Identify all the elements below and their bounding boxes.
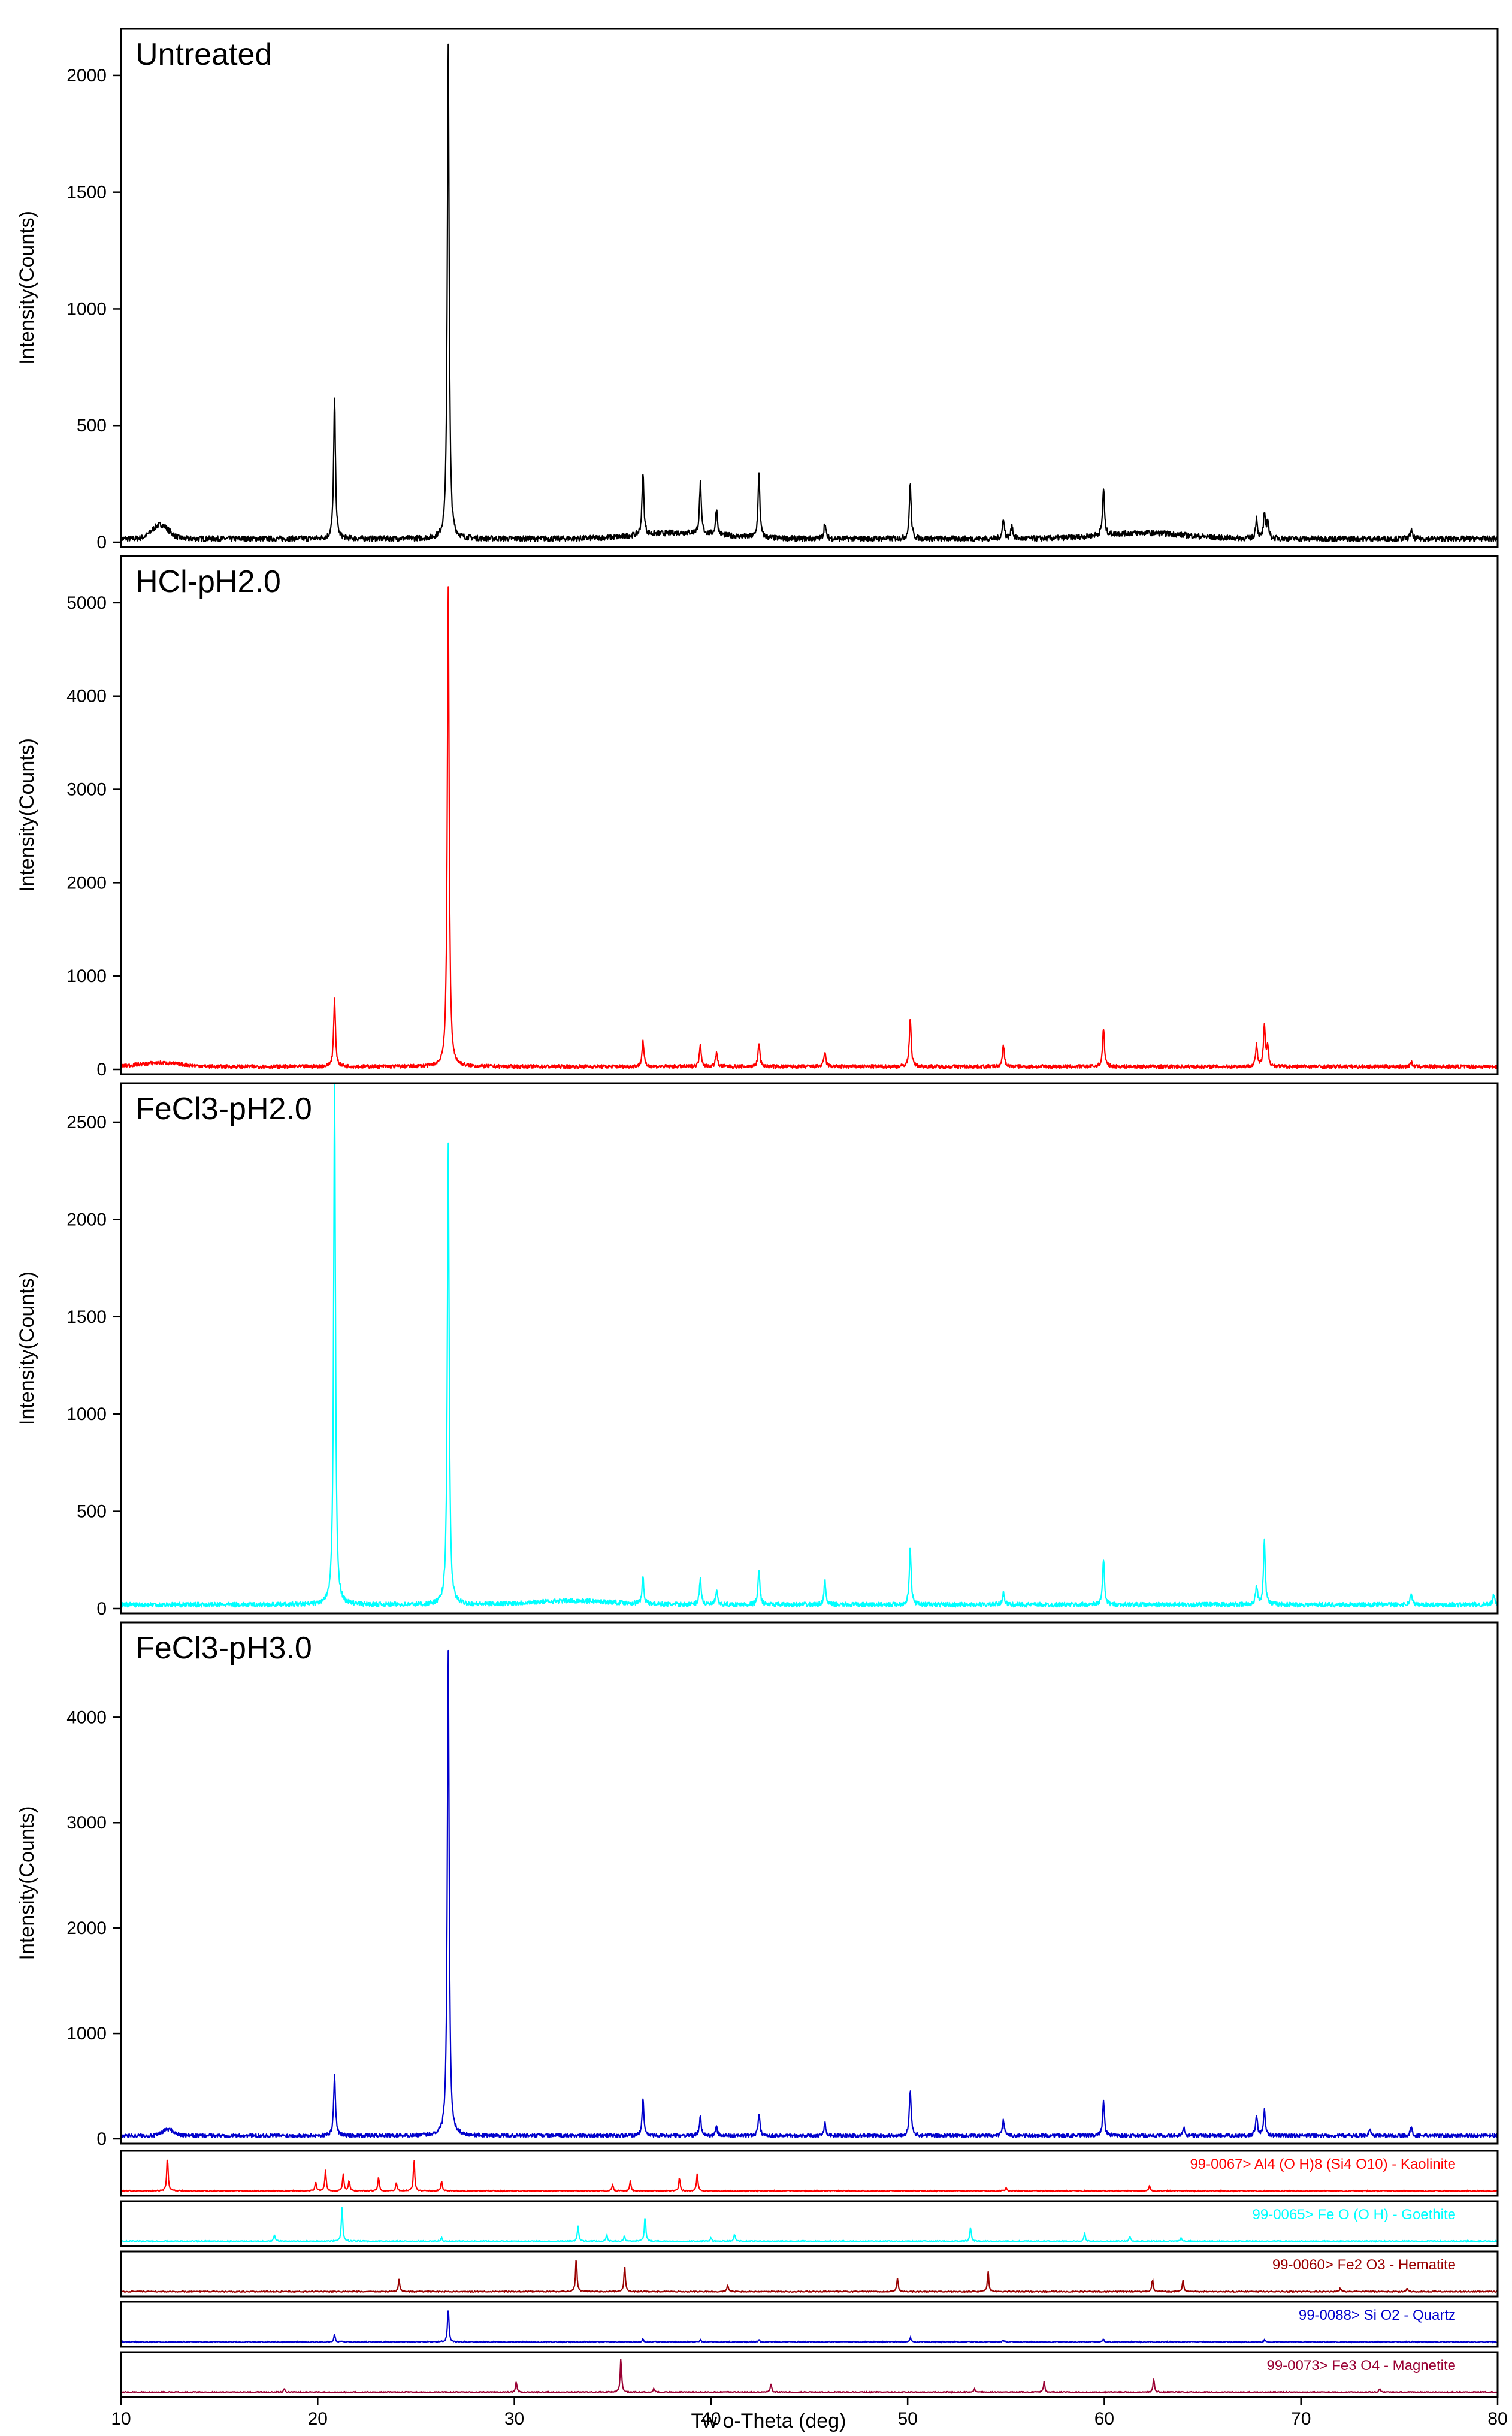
panel-title: FeCl3-pH3.0 [135, 1631, 312, 1666]
x-axis-title: Tw o-Theta (deg) [691, 2410, 846, 2432]
series-line [120, 43, 1499, 542]
xrd-panel-2: 0 1000 2000 3000 4000 5000 Intensity(Counts) HC… [16, 555, 1499, 1080]
y-tick-label: 1000 [66, 966, 107, 986]
x-tick-label: 40 [701, 2409, 721, 2429]
reference-frame [120, 2150, 1499, 2197]
panel-title: Untreated [135, 37, 272, 72]
x-tick-label: 70 [1291, 2409, 1311, 2429]
y-tick-label: 0 [96, 1060, 107, 1080]
y-tick-label: 0 [96, 1599, 107, 1619]
y-tick-label: 2000 [66, 873, 107, 893]
reference-panel-2: 99-0065> Fe O (O H) - Goethite [120, 2200, 1499, 2247]
xrd-panel-4: 0 1000 2000 3000 4000 Intensity(Counts) FeCl3-… [16, 1621, 1499, 2149]
y-tick-label: 0 [96, 2129, 107, 2149]
y-tick-label: 2000 [66, 1210, 107, 1229]
y-axis-title: Intensity(Counts) [16, 1271, 38, 1425]
reference-pattern-line [120, 2159, 1498, 2193]
y-tick-label: 4000 [66, 1707, 107, 1727]
panel-title: FeCl3-pH2.0 [135, 1092, 312, 1126]
series-line [120, 1649, 1499, 2138]
reference-label: 99-0067> Al4 (O H)8 (Si4 O10) - Kaolinit… [1190, 2156, 1456, 2172]
x-tick-label: 80 [1487, 2409, 1507, 2429]
plot-frame [120, 1082, 1499, 1615]
x-tick-label: 60 [1094, 2409, 1114, 2429]
reference-pattern-line [120, 2359, 1498, 2394]
plot-frame [120, 28, 1499, 548]
series-line [120, 1082, 1499, 1608]
y-tick-label: 4000 [66, 687, 107, 706]
y-tick-label: 5000 [66, 593, 107, 613]
plot-frame [120, 555, 1499, 1075]
reference-pattern-panels: 99-0067> Al4 (O H)8 (Si4 O10) - Kaolinit… [120, 2150, 1499, 2398]
x-tick-label: 50 [897, 2409, 917, 2429]
reference-frame [120, 2250, 1499, 2298]
y-tick-label: 0 [96, 533, 107, 552]
y-axis-title: Intensity(Counts) [16, 738, 38, 892]
x-tick-label: 20 [308, 2409, 328, 2429]
reference-panel-4: 99-0088> Si O2 - Quartz [120, 2301, 1499, 2348]
y-tick-label: 2500 [66, 1113, 107, 1132]
reference-frame [120, 2200, 1499, 2247]
panel-title: HCl-pH2.0 [135, 564, 281, 599]
reference-label: 99-0060> Fe2 O3 - Hematite [1272, 2257, 1456, 2273]
y-tick-label: 500 [77, 1502, 107, 1522]
y-tick-label: 3000 [66, 780, 107, 800]
x-tick-label: 30 [504, 2409, 524, 2429]
reference-label: 99-0073> Fe3 O4 - Magnetite [1266, 2358, 1456, 2374]
reference-pattern-line [120, 2260, 1498, 2293]
y-tick-label: 1000 [66, 299, 107, 319]
xrd-panel-3: 0 500 1000 1500 2000 2500 Intensity(Counts) FeC… [16, 1082, 1499, 1619]
reference-pattern-line [121, 2310, 1498, 2344]
reference-frame [120, 2351, 1499, 2398]
x-axis: 10 20 30 40 50 60 70 80 [111, 2397, 1508, 2429]
reference-panel-5: 99-0073> Fe3 O4 - Magnetite [120, 2351, 1499, 2398]
y-tick-label: 1500 [66, 183, 107, 203]
y-tick-label: 500 [77, 416, 107, 436]
xrd-panels: 0 500 1000 1500 2000 Intensity(Counts) Untreat… [16, 28, 1499, 2149]
y-tick-label: 3000 [66, 1813, 107, 1833]
reference-panel-1: 99-0067> Al4 (O H)8 (Si4 O10) - Kaolinit… [120, 2150, 1499, 2197]
reference-label: 99-0088> Si O2 - Quartz [1299, 2307, 1456, 2323]
xrd-panel-1: 0 500 1000 1500 2000 Intensity(Counts) Untreat… [16, 28, 1499, 552]
series-line [120, 586, 1499, 1069]
y-axis-title: Intensity(Counts) [16, 211, 38, 365]
reference-panel-3: 99-0060> Fe2 O3 - Hematite [120, 2250, 1499, 2298]
reference-pattern-line [120, 2207, 1498, 2243]
reference-frame [120, 2301, 1499, 2348]
plot-frame [120, 1621, 1499, 2145]
y-tick-label: 1000 [66, 1404, 107, 1424]
reference-label: 99-0065> Fe O (O H) - Goethite [1253, 2207, 1456, 2223]
y-tick-label: 2000 [66, 1918, 107, 1938]
y-tick-label: 1000 [66, 2024, 107, 2044]
y-tick-label: 2000 [66, 66, 107, 86]
y-axis-title: Intensity(Counts) [16, 1806, 38, 1960]
y-tick-label: 1500 [66, 1307, 107, 1327]
x-tick-label: 10 [111, 2409, 131, 2429]
